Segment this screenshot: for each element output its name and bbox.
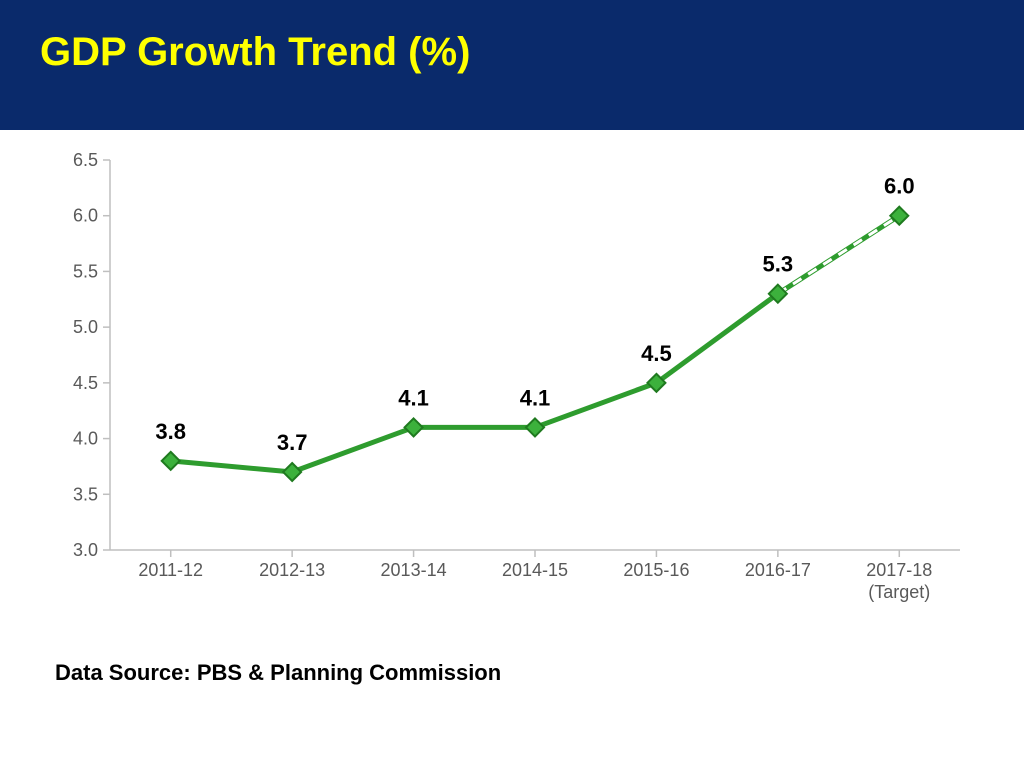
svg-text:6.0: 6.0	[73, 206, 98, 226]
svg-text:2014-15: 2014-15	[502, 560, 568, 580]
svg-text:2016-17: 2016-17	[745, 560, 811, 580]
svg-text:5.5: 5.5	[73, 261, 98, 281]
svg-text:4.5: 4.5	[73, 373, 98, 393]
title-header: GDP Growth Trend (%)	[0, 0, 1024, 130]
svg-text:5.0: 5.0	[73, 317, 98, 337]
svg-text:6.5: 6.5	[73, 150, 98, 170]
svg-text:5.3: 5.3	[763, 252, 794, 277]
line-chart: 3.0 3.5 4.0 4.5 5.0 5.5 6.0 6.5 2011-12 2012-13 20…	[40, 150, 984, 615]
svg-text:2015-16: 2015-16	[623, 560, 689, 580]
svg-text:3.0: 3.0	[73, 540, 98, 560]
svg-text:2011-12: 2011-12	[138, 560, 203, 580]
svg-text:3.8: 3.8	[155, 419, 186, 444]
svg-text:6.0: 6.0	[884, 174, 915, 199]
page-title: GDP Growth Trend (%)	[40, 30, 984, 75]
svg-text:4.5: 4.5	[641, 341, 672, 366]
svg-text:2012-13: 2012-13	[259, 560, 325, 580]
data-source-label: Data Source: PBS & Planning Commission	[55, 660, 1024, 686]
svg-text:2017-18(Target): 2017-18(Target)	[866, 560, 932, 602]
svg-text:4.1: 4.1	[520, 385, 551, 410]
svg-text:3.5: 3.5	[73, 484, 98, 504]
svg-text:2013-14: 2013-14	[381, 560, 447, 580]
svg-text:4.0: 4.0	[73, 429, 98, 449]
chart-svg: 3.0 3.5 4.0 4.5 5.0 5.5 6.0 6.5 2011-12 2012-13 20…	[40, 150, 980, 610]
svg-text:3.7: 3.7	[277, 430, 308, 455]
svg-text:4.1: 4.1	[398, 385, 429, 410]
